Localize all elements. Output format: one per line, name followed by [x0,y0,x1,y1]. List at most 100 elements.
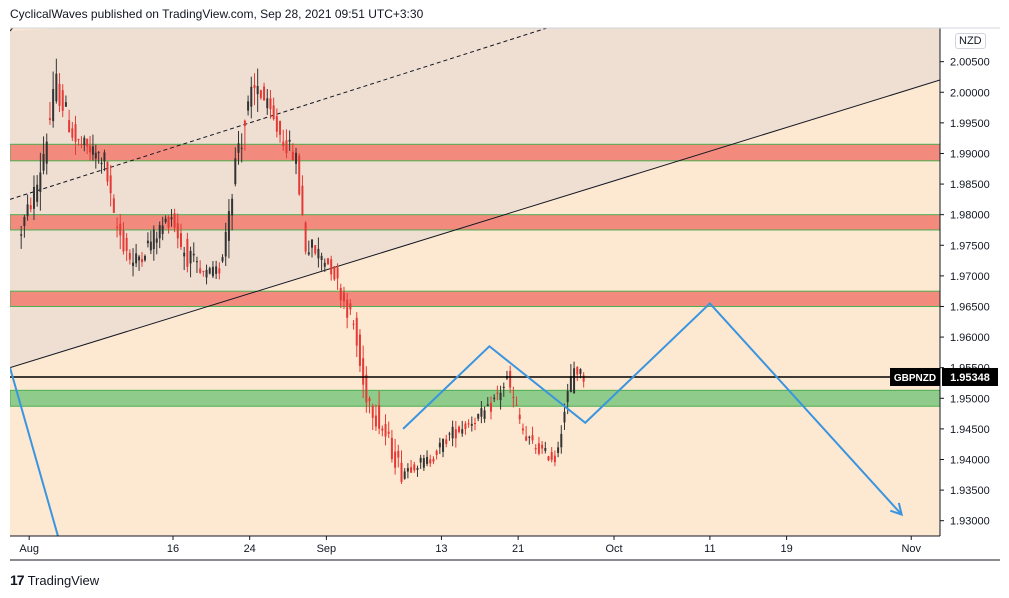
candle-body [521,428,524,431]
candle-body [451,426,454,439]
candle [80,136,83,149]
candle [138,254,141,271]
candle-body [106,161,109,182]
support-zone-3 [10,389,940,407]
candle [143,254,146,262]
candle [291,143,294,161]
candle [199,260,202,275]
candle [146,232,149,248]
candle-body [390,437,393,460]
candle [525,425,528,442]
candle [544,441,547,454]
candle-body [119,223,122,236]
candle-body [435,450,438,455]
candle-body [387,431,390,434]
candle [362,345,365,399]
candle-body [394,451,397,468]
candle-body [272,105,275,119]
candle [161,216,164,241]
candle [221,254,224,263]
candle [499,385,502,410]
candle [282,129,285,151]
candle [167,215,170,234]
candle-body [381,428,384,431]
candle-body [301,185,304,215]
candle-body [576,367,579,375]
candle-body [23,216,26,227]
x-tick-label: 19 [780,543,792,555]
candle [489,396,492,420]
candle [91,134,94,161]
channel-mid-line [10,28,548,200]
candle-body [164,218,167,223]
candle [36,175,39,207]
candle [557,441,560,458]
candle-body [458,426,461,433]
candle [451,420,454,447]
candle [192,242,195,263]
candle-body [410,467,413,473]
candle [100,157,103,174]
candle [141,251,144,267]
candle [454,420,457,448]
candle [116,217,119,238]
candle-body [429,459,432,464]
candle [323,258,326,272]
candle-body [215,266,218,274]
candle [470,416,473,432]
candle [186,232,189,273]
candle [224,222,227,266]
candle [333,265,336,281]
plot-area [10,28,940,536]
candle [537,436,540,456]
y-tick-label: 1.96000 [950,332,990,344]
candle [218,262,221,280]
candle [227,199,230,259]
tradingview-logo-icon[interactable]: 17 [10,572,25,588]
last-price-label-bg [942,367,998,386]
candle [528,435,531,445]
channel-fill [10,28,940,368]
candle [394,438,397,475]
candle-body [400,462,403,482]
candle [132,248,135,277]
candle-body [155,238,158,243]
candle-body [518,414,521,420]
candle-body [515,404,518,406]
candle-body [152,229,155,250]
resistance-zone-0 [10,143,940,162]
candle-body [125,237,128,251]
candle [442,438,445,458]
candle-body [467,423,470,425]
footer-brand: TradingView [27,572,100,588]
candle [155,231,158,255]
x-tick-label: 16 [167,543,179,555]
candle-body [202,270,205,272]
candle-body [208,268,211,274]
candle [307,240,310,256]
candle-body [122,230,125,252]
candle [515,396,518,406]
y-tick-label: 1.95000 [950,393,990,405]
candle-body [71,128,74,138]
candle [550,447,553,463]
candle-body [528,436,531,438]
candle-body [259,90,262,98]
candle-body [563,411,566,423]
candle [378,391,381,435]
candle-body [502,386,505,389]
currency-badge[interactable]: NZD [955,33,986,49]
candle-body [339,287,342,301]
candle [419,454,422,469]
candle [336,263,339,290]
candle-body [362,358,365,385]
candle-body [413,464,416,471]
candle [215,260,218,280]
x-tick-label: 11 [704,543,715,555]
candle-body [480,408,483,417]
candle [179,223,182,250]
candle-body [464,423,467,430]
candle-body [211,266,214,277]
candle-body [358,334,361,366]
